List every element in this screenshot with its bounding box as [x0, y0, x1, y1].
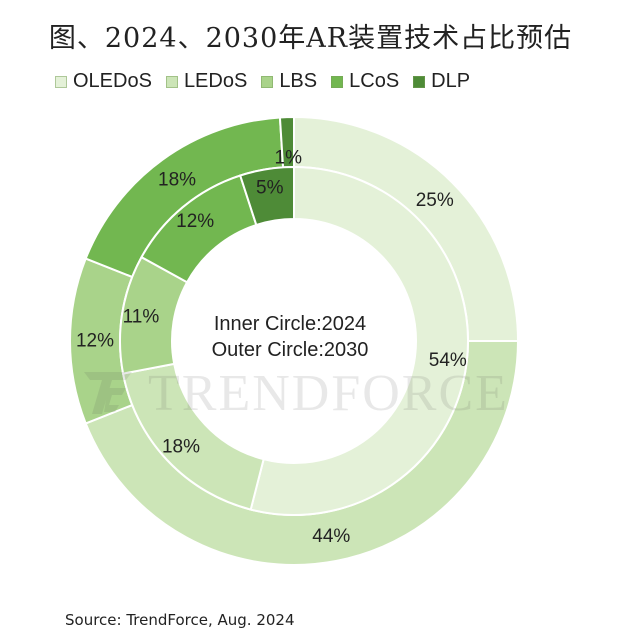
inner-ring [119, 165, 470, 516]
inner-label-oledos: 54% [429, 350, 467, 371]
legend-swatch-lcos [331, 75, 344, 88]
center-label: Inner Circle:2024 Outer Circle:2030 [212, 313, 369, 361]
legend-item-lcos: LCoS [331, 70, 399, 93]
outer-label-ledos: 44% [312, 526, 350, 547]
legend-label-lbs: LBS [279, 70, 318, 92]
inner-label-lcos: 12% [176, 211, 214, 232]
legend-swatch-dlp [413, 75, 426, 88]
legend-swatch-lbs [261, 75, 274, 88]
legend-item-oledos: OLEDoS [55, 70, 152, 93]
outer-label-dlp: 1% [275, 148, 303, 169]
legend: OLEDoS LEDoS LBS LCoS DLP [55, 70, 470, 93]
inner-label-dlp: 5% [256, 177, 284, 198]
center-label-line-1: Inner Circle:2024 [214, 313, 366, 335]
outer-label-lcos: 18% [158, 170, 196, 191]
center-label-line-2: Outer Circle:2030 [212, 339, 369, 361]
outer-label-oledos: 25% [416, 190, 454, 211]
slice-labels: 54% 18% 11% 12% 5% 25% 44% 12% 18% 1% [76, 148, 467, 547]
chart-title: 图、2024、2030年AR装置技术占比预估 [48, 23, 573, 54]
legend-label-ledos: LEDoS [183, 70, 248, 92]
donut-chart: 54% 18% 11% 12% 5% 25% 44% 12% 18% 1% Inner Circl… [69, 115, 520, 566]
inner-label-ledos: 18% [162, 437, 200, 458]
legend-item-ledos: LEDoS [165, 70, 248, 93]
outer-ring [69, 115, 520, 566]
inner-label-lbs: 11% [123, 306, 160, 327]
legend-label-dlp: DLP [431, 70, 471, 92]
outer-label-lbs: 12% [76, 331, 114, 352]
legend-swatch-ledos [165, 75, 178, 88]
inner-slice-dlp [238, 165, 295, 227]
source-note: Source: TrendForce, Aug. 2024 [65, 611, 295, 629]
legend-item-dlp: DLP [413, 70, 470, 93]
legend-item-lbs: LBS [261, 70, 317, 93]
legend-swatch-oledos [55, 75, 67, 88]
inner-slice-oledos [249, 165, 470, 516]
legend-label-lcos: LCoS [349, 70, 400, 92]
legend-label-oledos: OLEDoS [73, 70, 152, 92]
